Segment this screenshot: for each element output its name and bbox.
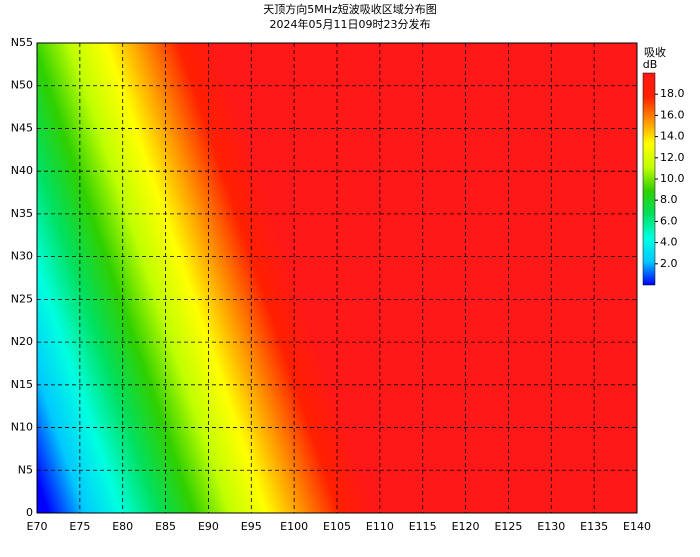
y-tick-label: N35 [11, 207, 33, 220]
colorbar-tick-label: 18.0 [660, 87, 685, 100]
colorbar-tick-label: 4.0 [660, 236, 678, 249]
y-tick-label: N15 [11, 378, 33, 391]
colorbar-tick-label: 6.0 [660, 214, 678, 227]
colorbar-unit: dB [643, 58, 658, 71]
y-tick-label: N25 [11, 292, 33, 305]
title: 天顶方向5MHz短波吸收区域分布图 [263, 2, 437, 16]
x-tick-label: E135 [580, 520, 608, 533]
y-tick-label: N55 [11, 36, 33, 49]
x-tick-label: E80 [112, 520, 133, 533]
colorbar-tick-label: 16.0 [660, 108, 685, 121]
x-tick-label: E95 [241, 520, 262, 533]
colorbar-tick-label: 2.0 [660, 257, 678, 270]
colorbar [642, 72, 656, 286]
x-tick-label: E85 [155, 520, 176, 533]
colorbar-tick-label: 12.0 [660, 151, 685, 164]
x-tick-label: E115 [409, 520, 437, 533]
x-tick-label: E110 [366, 520, 394, 533]
colorbar-tick-label: 8.0 [660, 193, 678, 206]
x-tick-label: E140 [623, 520, 651, 533]
subtitle: 2024年05月11日09时23分发布 [270, 17, 431, 31]
y-tick-label: N50 [11, 79, 33, 92]
y-tick-label: N30 [11, 250, 33, 263]
y-tick-label: N20 [11, 335, 33, 348]
y-tick-label: 0 [26, 506, 33, 519]
x-tick-label: E120 [452, 520, 480, 533]
colorbar-label: 吸收 [644, 45, 666, 59]
y-tick-label: N45 [11, 121, 33, 134]
x-tick-label: E130 [537, 520, 565, 533]
x-tick-label: E90 [198, 520, 219, 533]
colorbar-tick-label: 10.0 [660, 172, 685, 185]
y-tick-label: N10 [11, 421, 33, 434]
x-tick-label: E75 [69, 520, 90, 533]
x-tick-label: E125 [494, 520, 522, 533]
y-tick-label: N40 [11, 164, 33, 177]
colorbar-tick-label: 14.0 [660, 130, 685, 143]
y-tick-label: N5 [18, 463, 33, 476]
x-tick-label: E105 [323, 520, 351, 533]
x-tick-label: E70 [27, 520, 48, 533]
x-tick-label: E100 [280, 520, 308, 533]
